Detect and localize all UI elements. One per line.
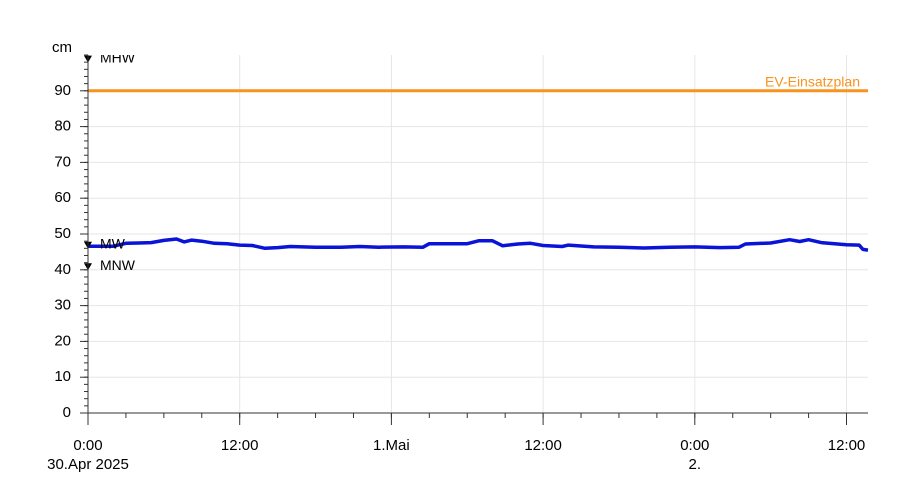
x-tick-label: 12:00 <box>828 437 866 454</box>
marker-label: MHW <box>100 49 136 65</box>
y-tick-label: 90 <box>54 82 71 99</box>
y-tick-label: 50 <box>54 225 71 242</box>
grid <box>87 55 868 414</box>
axes: 0 10 20 30 40 50 60 70 80 90 0:00 12:00 1.Mai 12:00 0:… <box>47 54 868 473</box>
y-tick-label: 80 <box>54 118 71 135</box>
y-tick-label: 70 <box>54 153 71 170</box>
x-date-label: 30.Apr 2025 <box>47 456 129 473</box>
x-tick-label: 0:00 <box>680 437 709 454</box>
x-tick-label: 12:00 <box>524 437 562 454</box>
x-tick-label: 1.Mai <box>373 437 410 454</box>
reference-label: EV-Einsatzplan <box>765 74 860 90</box>
series-line <box>88 237 869 252</box>
x-tick-label: 0:00 <box>73 437 102 454</box>
y-axis-label: cm <box>52 39 72 56</box>
y-tick-label: 20 <box>54 332 71 349</box>
x-tick-label: 12:00 <box>221 437 259 454</box>
y-tick-label: 0 <box>63 404 71 421</box>
x-date-label: 2. <box>689 456 702 473</box>
y-tick-label: 30 <box>54 297 71 314</box>
plot-area: EV-Einsatzplan MHW MW MNW <box>84 49 869 273</box>
y-tick-label: 40 <box>54 261 71 278</box>
marker-label: MW <box>100 235 126 251</box>
y-tick-label: 60 <box>54 189 71 206</box>
y-tick-label: 10 <box>54 368 71 385</box>
marker-label: MNW <box>100 257 136 273</box>
